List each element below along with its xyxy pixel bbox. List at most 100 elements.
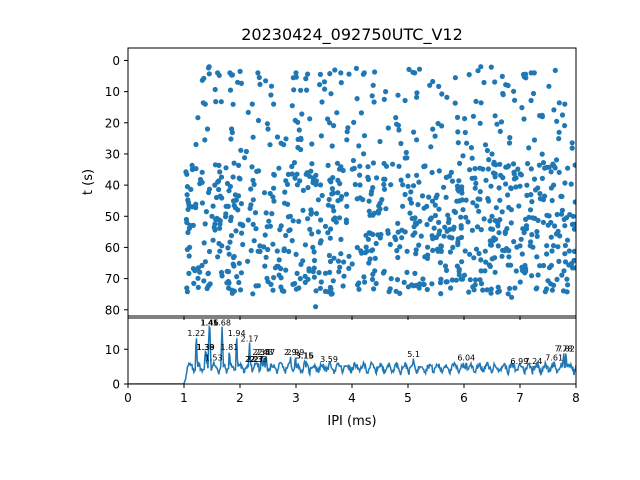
scatter-point (498, 119, 505, 125)
scatter-point (367, 212, 373, 218)
scatter-point (362, 250, 368, 256)
scatter-point (383, 89, 389, 95)
scatter-point (429, 281, 435, 287)
scatter-point (453, 277, 459, 283)
scatter-point (542, 165, 548, 171)
scatter-point (395, 220, 401, 226)
scatter-point (199, 179, 205, 185)
scatter-point (465, 219, 471, 225)
scatter-point (510, 88, 517, 94)
y-tick-label: 0 (112, 378, 120, 392)
scatter-point (201, 240, 207, 246)
scatter-point (250, 291, 256, 297)
scatter-point (372, 268, 378, 274)
scatter-point (397, 244, 403, 250)
scatter-point (505, 291, 511, 297)
scatter-point (505, 163, 512, 169)
peak-label: 2.17 (241, 334, 259, 343)
scatter-point (506, 254, 512, 260)
scatter-point (407, 196, 413, 202)
scatter-point (549, 287, 556, 293)
scatter-point (493, 205, 499, 211)
scatter-point (404, 155, 410, 161)
scatter-point (522, 270, 528, 276)
peak-label: 1.39 (197, 343, 215, 352)
scatter-point (408, 200, 414, 206)
scatter-point (309, 141, 315, 147)
scatter-point (460, 207, 466, 213)
scatter-point (223, 203, 229, 209)
scatter-point (333, 219, 339, 225)
scatter-point (228, 214, 234, 220)
scatter-point (517, 183, 523, 189)
scatter-point (545, 278, 551, 284)
scatter-point (307, 226, 313, 232)
scatter-point (306, 268, 312, 274)
scatter-point (385, 228, 391, 234)
scatter-point (489, 213, 495, 219)
scatter-point (358, 110, 364, 116)
scatter-point (419, 193, 426, 199)
scatter-point (469, 227, 475, 233)
scatter-point (466, 72, 472, 78)
y-tick-label: 0 (112, 54, 120, 68)
scatter-point (564, 276, 570, 282)
scatter-point (263, 210, 269, 216)
scatter-point (492, 113, 498, 119)
scatter-point (508, 207, 514, 213)
scatter-point (365, 164, 371, 170)
scatter-point (270, 194, 276, 200)
scatter-point (205, 270, 211, 276)
scatter-point (540, 262, 547, 269)
scatter-point (341, 259, 347, 265)
scatter-point (564, 289, 570, 295)
scatter-point (483, 177, 489, 183)
scatter-point (401, 279, 407, 285)
scatter-point (469, 155, 475, 161)
peak-label: 1.81 (220, 343, 238, 352)
scatter-point (562, 223, 568, 229)
scatter-point (219, 273, 225, 279)
scatter-point (235, 79, 241, 85)
scatter-point (219, 243, 225, 249)
scatter-point (326, 196, 332, 203)
scatter-point (505, 82, 511, 89)
scatter-point (336, 215, 343, 221)
scatter-point (245, 109, 251, 115)
scatter-point (236, 279, 242, 286)
scatter-point (328, 286, 334, 292)
scatter-point (257, 243, 263, 249)
scatter-point (293, 70, 299, 76)
scatter-point (463, 197, 469, 203)
scatter-point (262, 232, 268, 238)
scatter-point (195, 284, 201, 290)
scatter-point (226, 188, 232, 194)
scatter-point (488, 64, 494, 70)
scatter-point (206, 189, 212, 196)
scatter-point (352, 181, 358, 188)
scatter-point (206, 248, 213, 255)
scatter-point (283, 136, 289, 142)
scatter-point (378, 231, 384, 238)
scatter-point (535, 217, 541, 223)
scatter-point (242, 155, 248, 161)
scatter-point (489, 256, 495, 262)
scatter-point (478, 64, 484, 70)
scatter-point (369, 93, 375, 99)
scatter-point (414, 172, 420, 178)
scatter-point (416, 66, 423, 72)
scatter-point (305, 185, 311, 191)
scatter-point (325, 116, 331, 122)
scatter-point (487, 218, 493, 224)
scatter-points (183, 64, 576, 310)
scatter-point (373, 280, 379, 287)
scatter-point (257, 81, 263, 87)
scatter-point (405, 183, 411, 189)
scatter-point (304, 87, 310, 93)
scatter-point (271, 101, 277, 107)
scatter-point (454, 114, 461, 120)
scatter-point (534, 254, 540, 260)
scatter-point (476, 208, 482, 214)
scatter-point (328, 291, 334, 297)
peak-label: 2.43 (255, 348, 273, 357)
